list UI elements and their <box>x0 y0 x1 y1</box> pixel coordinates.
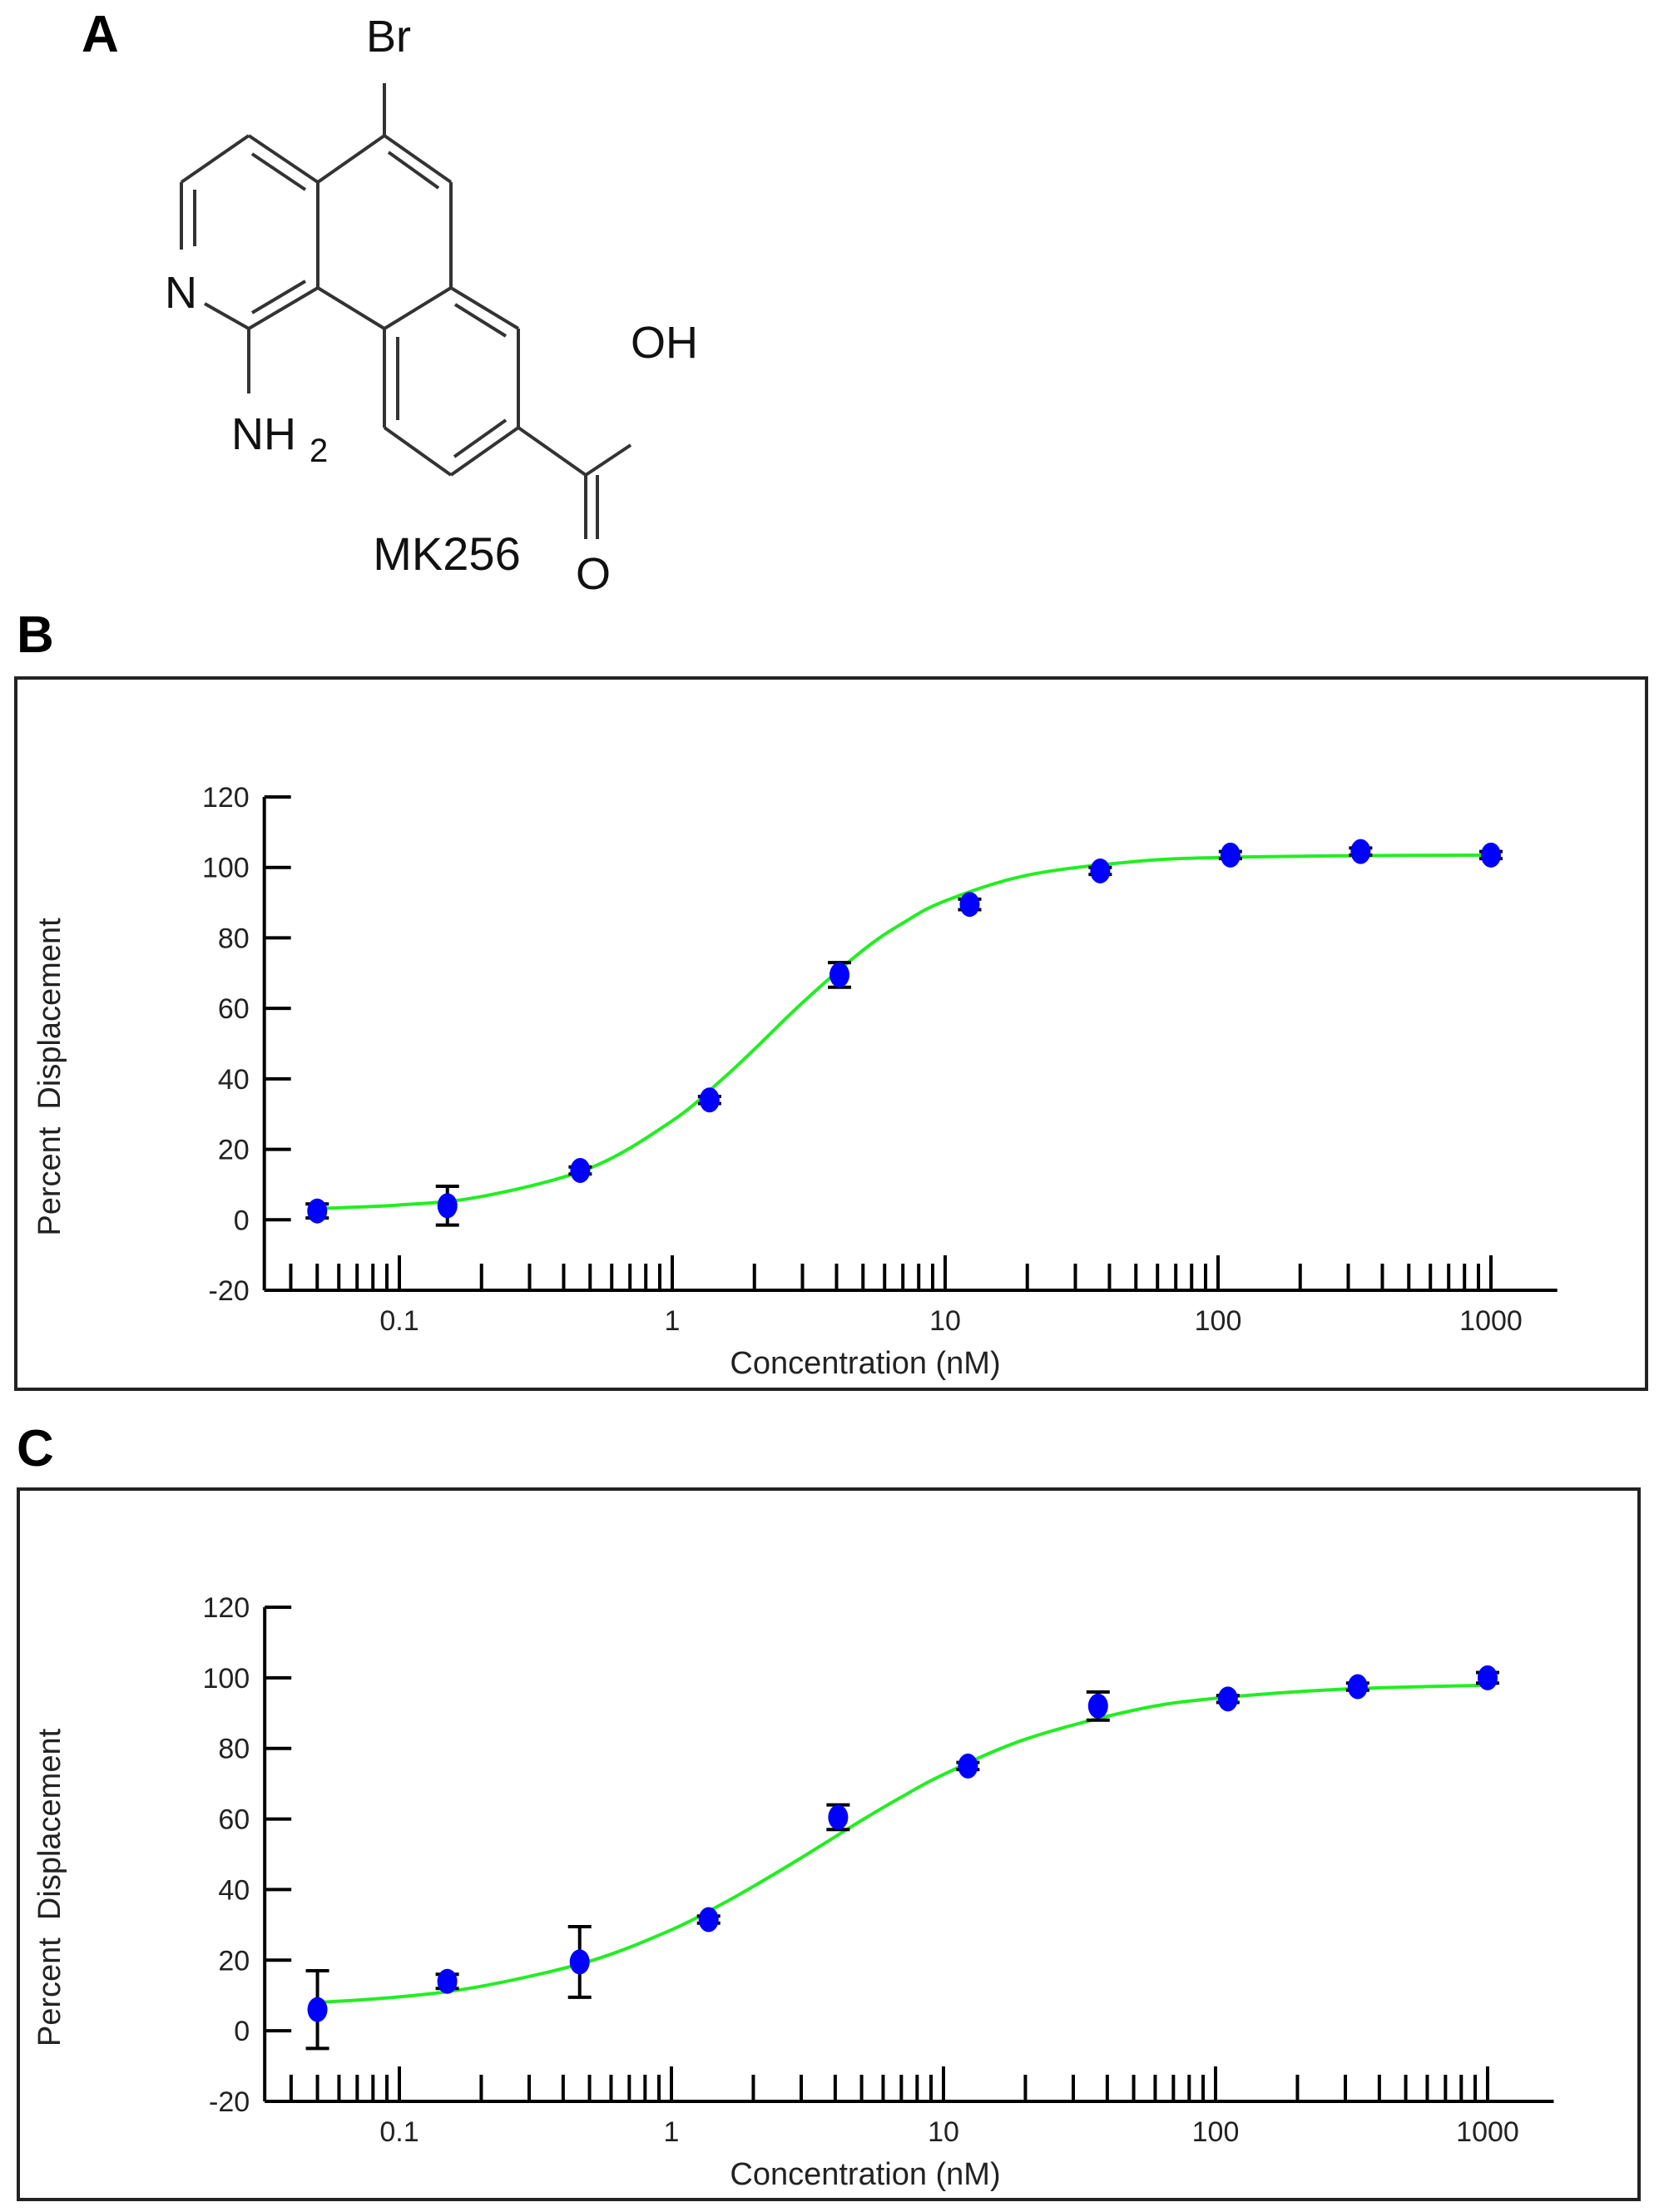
y-tick-label: 40 <box>218 1064 250 1096</box>
data-point <box>959 892 980 918</box>
fit-curve <box>317 853 1492 1210</box>
y-tick-label: -20 <box>209 2086 250 2118</box>
data-point <box>1350 839 1371 864</box>
data-point <box>828 1804 849 1830</box>
data-point <box>1217 1686 1238 1712</box>
data-point <box>569 1949 590 1975</box>
data-point <box>307 1198 328 1224</box>
y-tick-label: 40 <box>218 1874 250 1906</box>
panel-label-b: B <box>17 606 54 664</box>
data-point <box>1090 858 1111 883</box>
y-tick-label: 60 <box>218 993 250 1025</box>
y-axis-title: Percent Displacement <box>32 1728 67 2046</box>
data-point <box>829 962 849 987</box>
atom-nh-subscript: 2 <box>310 433 328 469</box>
y-tick-label: 80 <box>218 1734 250 1765</box>
atom-oh: OH <box>631 318 698 368</box>
fit-curve <box>317 1683 1488 2005</box>
x-axis-title: Concentration (nM) <box>730 2157 1000 2192</box>
y-tick-label: 0 <box>234 1205 250 1236</box>
y-tick-label: 100 <box>202 853 250 884</box>
x-tick-label: 1000 <box>1456 2116 1519 2148</box>
atom-n: N <box>165 268 197 318</box>
x-tick-label: 0.1 <box>379 2116 418 2148</box>
x-tick-label: 1000 <box>1459 1305 1523 1337</box>
x-tick-label: 1 <box>664 2116 680 2148</box>
data-point <box>1347 1674 1368 1700</box>
x-tick-label: 10 <box>929 1305 961 1337</box>
x-tick-label: 100 <box>1195 1305 1242 1337</box>
y-tick-label: 100 <box>202 1663 250 1695</box>
data-point <box>1087 1693 1108 1719</box>
x-tick-label: 10 <box>928 2116 959 2148</box>
y-tick-label: -20 <box>209 1275 250 1307</box>
data-point <box>437 1968 458 1994</box>
atom-o: O <box>576 549 611 599</box>
x-tick-label: 100 <box>1192 2116 1240 2148</box>
y-tick-label: 20 <box>218 1135 250 1166</box>
y-tick-label: 80 <box>218 923 250 954</box>
y-tick-label: 0 <box>234 2016 250 2047</box>
panel-c-frame <box>17 1487 1641 2201</box>
data-point <box>1220 842 1241 868</box>
y-tick-label: 60 <box>218 1804 250 1836</box>
data-point <box>1481 842 1501 868</box>
x-tick-label: 0.1 <box>379 1305 418 1337</box>
molecule-structure: Br N NH 2 OH O MK256 <box>165 12 698 599</box>
data-point <box>699 1087 720 1113</box>
data-point <box>698 1907 719 1932</box>
y-tick-label: 120 <box>202 782 250 814</box>
data-point <box>570 1157 591 1183</box>
atom-br: Br <box>366 12 411 62</box>
x-axis-title: Concentration (nM) <box>730 1346 1000 1381</box>
x-tick-label: 1 <box>665 1305 681 1337</box>
y-tick-label: 20 <box>218 1945 250 1977</box>
y-tick-label: 120 <box>202 1592 250 1624</box>
y-axis-title: Percent Displacement <box>32 918 67 1236</box>
panel-label-c: C <box>17 1420 54 1477</box>
atom-nh: NH <box>231 409 296 459</box>
molecule-bonds <box>180 83 632 539</box>
data-point <box>307 1997 328 2022</box>
data-point <box>1478 1665 1498 1690</box>
data-point <box>437 1193 458 1219</box>
molecule-name: MK256 <box>373 527 520 580</box>
data-point <box>958 1753 978 1779</box>
panel-label-a: A <box>82 6 119 63</box>
panel-b-frame <box>14 676 1648 1391</box>
